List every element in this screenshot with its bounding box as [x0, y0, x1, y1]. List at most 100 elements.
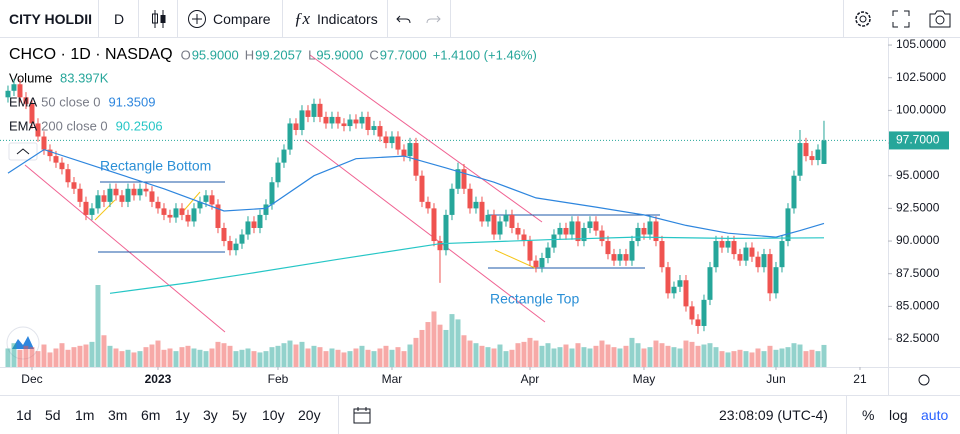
candle-body [395, 136, 401, 150]
candle-body [197, 201, 203, 209]
candle-body [11, 84, 17, 91]
range-button[interactable]: 1y [175, 407, 190, 423]
candle-body [641, 227, 647, 235]
candle-body [539, 258, 545, 268]
volume-bar [611, 347, 617, 367]
y-tick-label: 100.0000 [896, 103, 946, 117]
volume-bar [749, 352, 755, 367]
candle-body [203, 195, 209, 202]
range-button[interactable]: 1d [16, 407, 32, 423]
volume-bar [425, 322, 431, 367]
percent-toggle[interactable]: % [862, 407, 875, 423]
volume-bar [23, 345, 29, 367]
volume-bar [707, 343, 713, 367]
candle-body [767, 254, 773, 294]
range-button[interactable]: 5d [45, 407, 61, 423]
candle-body [101, 195, 107, 202]
settings-icon[interactable] [852, 8, 874, 30]
chart-type-icon[interactable] [150, 9, 168, 29]
candle-body [191, 208, 197, 222]
volume-bar [809, 349, 815, 367]
volume-bar [101, 335, 107, 367]
volume-bar [587, 348, 593, 367]
candle-body [779, 241, 785, 268]
candle-body [131, 188, 137, 196]
volume-bar [47, 352, 53, 367]
compare-icon[interactable] [187, 9, 207, 29]
volume-bar [107, 345, 113, 367]
volume-bar [413, 337, 419, 367]
volume-bar [491, 348, 497, 367]
candle-body [623, 254, 629, 261]
volume-bar [89, 341, 95, 367]
snapshot-icon[interactable] [929, 9, 951, 29]
candle-body [245, 221, 251, 235]
fullscreen-icon[interactable] [892, 10, 910, 28]
volume-bar [629, 337, 635, 367]
legend-collapse[interactable] [8, 142, 38, 161]
chart: Rectangle Bottom Rectangle Top CHCO · 1D… [0, 38, 960, 395]
candle-body [335, 116, 341, 124]
separator [846, 396, 847, 434]
volume-bar [53, 348, 59, 367]
volume-bar [185, 345, 191, 367]
volume-bar [443, 329, 449, 367]
range-button[interactable]: 5y [232, 407, 247, 423]
range-button[interactable]: 1m [75, 407, 95, 423]
volume-bar [551, 348, 557, 367]
auto-toggle[interactable]: auto [921, 407, 949, 423]
volume-bar [269, 347, 275, 367]
range-button[interactable]: 6m [141, 407, 161, 423]
indicators-button[interactable]: Indicators [317, 11, 378, 27]
candle-body [239, 234, 245, 244]
candle-body [287, 123, 293, 150]
candle-body [821, 140, 827, 164]
candle-body [815, 149, 821, 161]
volume-bar [563, 344, 569, 367]
volume-bar [137, 351, 143, 367]
undo-redo[interactable] [396, 11, 442, 27]
legend-collapse-arrow [16, 148, 30, 155]
candle-body [83, 201, 89, 215]
candle-body [503, 214, 509, 222]
symbol-search[interactable]: CITY HOLDII [9, 11, 92, 27]
volume-bar [485, 347, 491, 367]
range-button[interactable]: 3m [108, 407, 128, 423]
candle-body [41, 136, 47, 150]
candle-body [791, 175, 797, 209]
candle-body [233, 243, 239, 251]
last-price-box [889, 131, 949, 150]
volume-bar [761, 351, 767, 367]
candle-body [389, 136, 395, 144]
candle-body [329, 116, 335, 124]
range-button[interactable]: 3y [203, 407, 218, 423]
interval[interactable]: D [114, 11, 125, 27]
volume-bar [617, 348, 623, 367]
range-button[interactable]: 10y [262, 407, 285, 423]
candle-body [269, 182, 275, 205]
candle-body [173, 208, 179, 218]
candle-body [521, 234, 527, 242]
goto-date-icon[interactable] [353, 407, 371, 424]
candle-body [629, 241, 635, 261]
legend-symbol: CHCO · 1D · NASDAQ [9, 46, 173, 63]
ema-line [7, 148, 825, 238]
range-button[interactable]: 20y [298, 407, 321, 423]
compare-button[interactable]: Compare [213, 11, 271, 27]
legend-ohlc-label: O [181, 47, 191, 62]
indicators-icon[interactable]: ƒx [294, 9, 311, 28]
x-tick-label: Feb [268, 372, 289, 386]
volume-bar [233, 351, 239, 367]
volume-bar [473, 343, 479, 367]
log-toggle[interactable]: log [889, 407, 908, 423]
candle-body [17, 84, 23, 98]
candle-body [671, 286, 677, 294]
volume-bar [785, 347, 791, 367]
candle-body [293, 123, 299, 130]
x-tick-label: Dec [21, 372, 42, 386]
y-tick-label: 102.5000 [896, 70, 946, 84]
volume-bar [29, 347, 35, 367]
volume-bar [671, 347, 677, 367]
candle-body [659, 241, 665, 268]
candle-body [449, 188, 455, 215]
